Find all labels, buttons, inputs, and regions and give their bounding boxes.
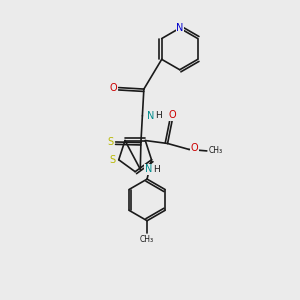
- Text: CH₃: CH₃: [209, 146, 223, 155]
- Text: N: N: [176, 23, 183, 33]
- Text: O: O: [110, 82, 117, 93]
- Text: N: N: [145, 164, 152, 174]
- Text: N: N: [147, 111, 154, 121]
- Text: H: H: [155, 111, 162, 120]
- Text: S: S: [107, 137, 113, 147]
- Text: S: S: [110, 155, 116, 165]
- Text: CH₃: CH₃: [140, 235, 154, 244]
- Text: H: H: [153, 165, 160, 174]
- Text: O: O: [168, 110, 176, 120]
- Text: O: O: [190, 143, 198, 153]
